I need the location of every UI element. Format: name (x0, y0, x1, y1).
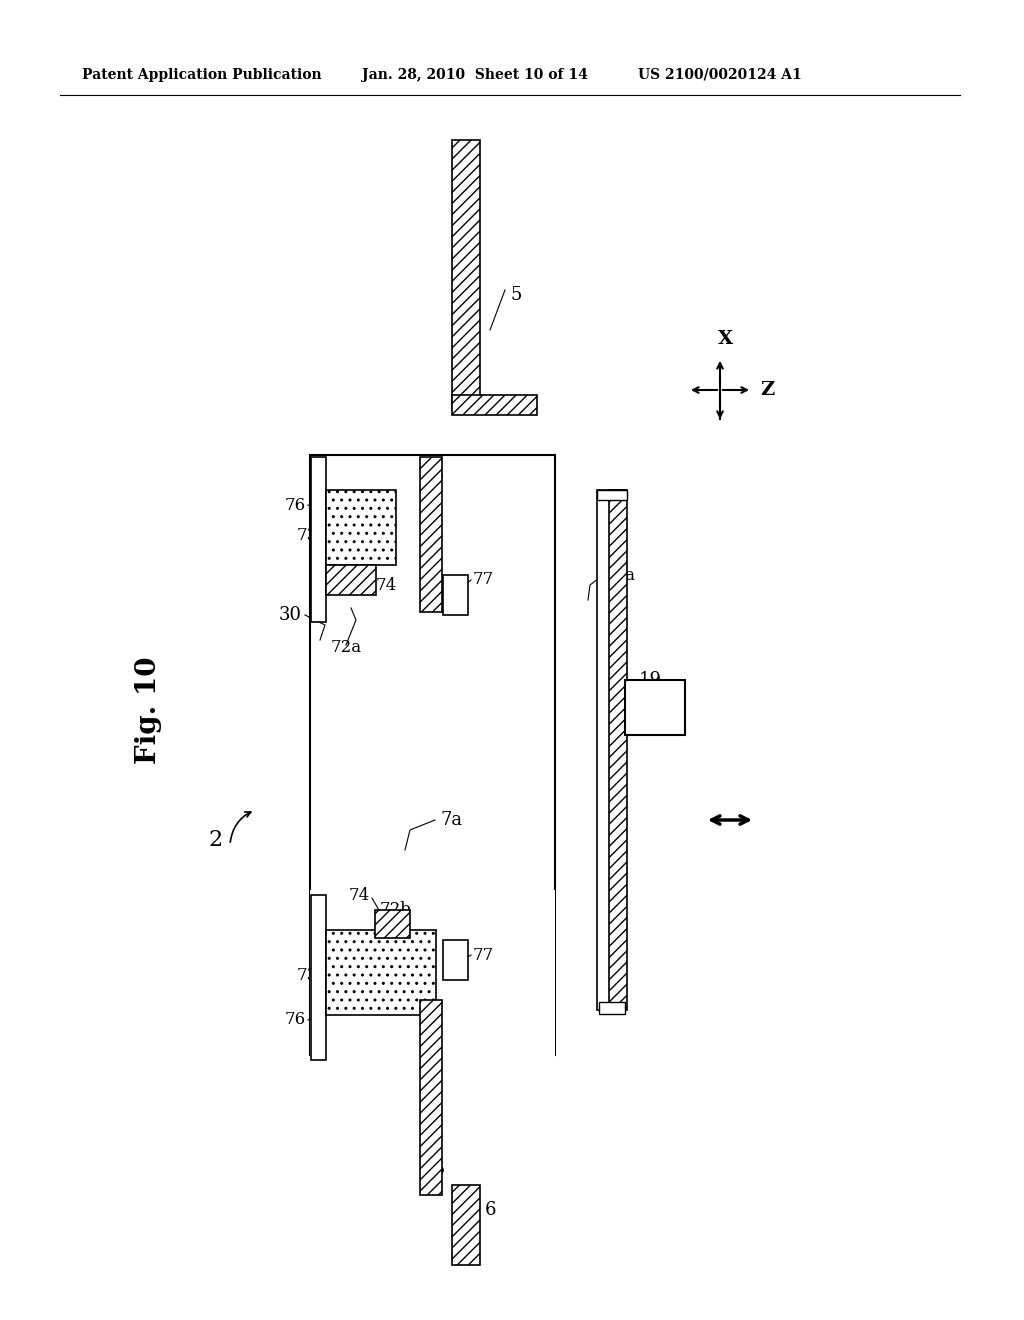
Text: 75: 75 (424, 467, 445, 484)
Bar (420, 1001, 442, 1195)
Text: 5: 5 (510, 286, 521, 304)
Text: Jan. 28, 2010  Sheet 10 of 14: Jan. 28, 2010 Sheet 10 of 14 (362, 69, 588, 82)
Bar (326, 490, 396, 565)
Bar (625, 680, 685, 735)
Bar (375, 909, 410, 939)
Text: 73: 73 (297, 527, 318, 544)
Text: 2: 2 (208, 829, 222, 851)
Text: 19: 19 (639, 671, 662, 689)
Bar (443, 576, 468, 615)
Bar (326, 565, 376, 595)
Bar (420, 457, 442, 612)
Text: 19a: 19a (605, 566, 636, 583)
Bar (609, 490, 627, 1010)
Text: 75: 75 (425, 1162, 446, 1179)
Bar (452, 395, 537, 414)
Text: 6: 6 (485, 1201, 497, 1218)
Bar (311, 457, 326, 622)
Text: Z: Z (760, 381, 774, 399)
Text: 77: 77 (473, 946, 495, 964)
Bar (443, 940, 468, 979)
Text: Patent Application Publication: Patent Application Publication (82, 69, 322, 82)
Text: 72a: 72a (331, 639, 362, 656)
Text: 73: 73 (297, 966, 318, 983)
Text: 30: 30 (279, 606, 302, 624)
Text: 72b: 72b (380, 902, 412, 919)
Bar (326, 931, 436, 1015)
Bar (599, 1002, 625, 1014)
Bar (452, 140, 480, 411)
Bar (310, 455, 555, 1055)
Text: 76: 76 (285, 1011, 306, 1028)
Text: Fig. 10: Fig. 10 (134, 656, 162, 764)
Text: 77: 77 (473, 572, 495, 589)
Bar (597, 490, 625, 1010)
Text: 76: 76 (285, 496, 306, 513)
Text: US 2100/0020124 A1: US 2100/0020124 A1 (638, 69, 802, 82)
Text: 74: 74 (376, 577, 397, 594)
Bar (452, 1185, 480, 1265)
Bar (311, 895, 326, 1060)
Text: X: X (718, 330, 732, 348)
Bar (310, 890, 555, 1060)
Text: 7a: 7a (440, 810, 462, 829)
Bar (597, 490, 627, 500)
Text: 74: 74 (349, 887, 370, 903)
